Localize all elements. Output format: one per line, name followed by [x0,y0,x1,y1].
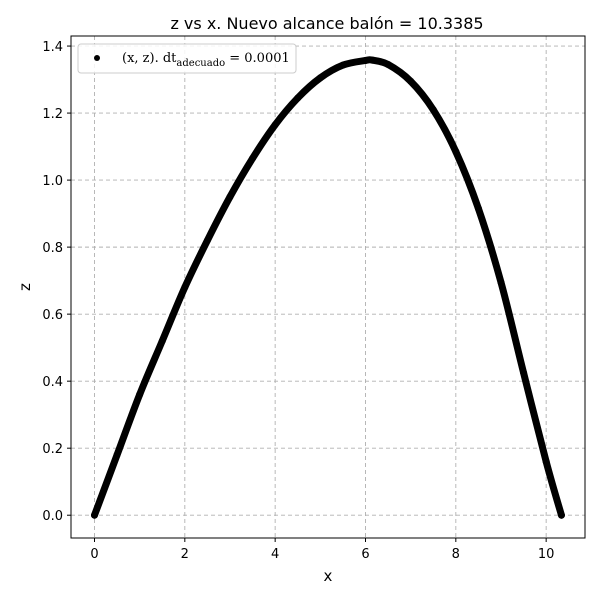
legend-box [77,43,297,74]
data-point [407,77,415,85]
y-tick-label: 1.4 [42,40,63,55]
data-point [542,458,550,466]
data-point [368,56,376,64]
chart-title: z vs x. Nuevo alcance balón = 10.3385 [170,14,483,33]
data-point [226,193,234,201]
data-point [316,74,324,82]
data-point [294,94,302,102]
legend-label: (x, z). dtadecuado = 0.0001 [122,51,290,69]
y-tick-label: 0.0 [42,509,63,524]
y-tick-label: 0.2 [42,442,63,457]
x-tick-label: 2 [181,547,189,562]
plot-area [71,36,585,538]
data-point [339,61,347,69]
x-axis-label: x [324,567,333,585]
y-tick-label: 0.6 [42,308,63,323]
data-point [203,236,211,244]
y-tick-label: 1.0 [42,174,63,189]
y-tick-label: 0.4 [42,375,63,390]
legend-label-tail: = 0.0001 [225,51,290,66]
data-point [249,154,257,162]
x-tick-label: 10 [538,547,555,562]
ticks: 0 2 4 6 8 10 0.0 0.2 0.4 0.6 0.8 1.0 1.2 1.4 [42,40,554,562]
y-tick-label: 0.8 [42,241,63,256]
plot-border [70,35,586,539]
data-point [181,283,189,291]
data-point [90,511,98,519]
y-axis-label: z [16,283,34,291]
y-tick-label: 1.2 [42,107,63,122]
data-point [113,451,121,459]
data-point [384,60,392,68]
data-point [520,369,528,377]
data-point [429,106,437,114]
x-tick-label: 6 [361,547,369,562]
legend: (x, z). dtadecuado = 0.0001 [77,43,297,74]
data-point [361,56,369,64]
data-point [474,205,482,213]
series-layer [90,56,565,519]
data-point [557,511,565,519]
data-point [497,278,505,286]
data-point [136,391,144,399]
data-point [452,148,460,156]
data-point [271,121,279,129]
x-tick-label: 8 [452,547,460,562]
legend-marker [94,55,100,61]
legend-label-sub: adecuado [176,58,225,69]
data-point [158,337,166,345]
x-tick-label: 4 [271,547,279,562]
grid-lines [71,36,585,538]
x-tick-label: 0 [90,547,98,562]
legend-label-main: (x, z). dt [122,51,177,66]
